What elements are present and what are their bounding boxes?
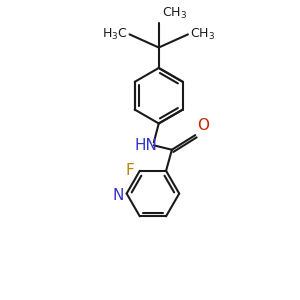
Text: N: N	[112, 188, 124, 202]
Text: F: F	[126, 163, 134, 178]
Text: CH$_3$: CH$_3$	[190, 27, 215, 42]
Text: H$_3$C: H$_3$C	[102, 27, 127, 42]
Text: CH$_3$: CH$_3$	[162, 6, 188, 21]
Text: O: O	[197, 118, 209, 133]
Text: HN: HN	[134, 138, 157, 153]
